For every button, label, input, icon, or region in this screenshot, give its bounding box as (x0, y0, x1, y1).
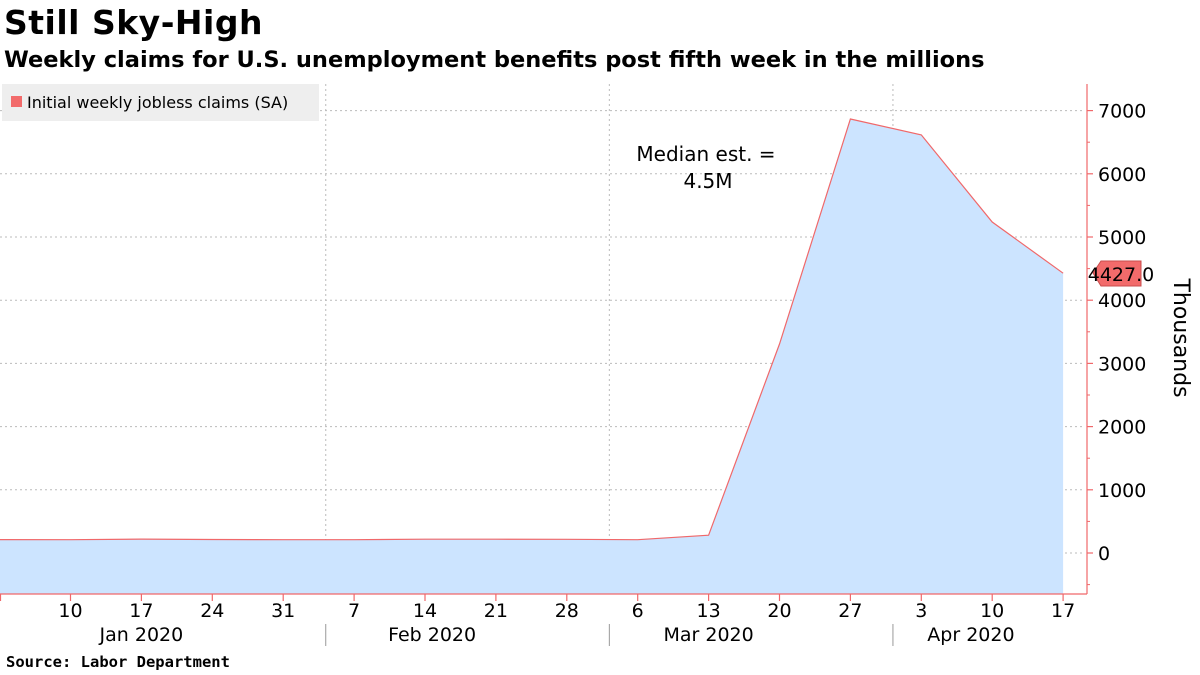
legend-swatch (11, 96, 22, 107)
x-tick-label: 10 (58, 600, 82, 622)
last-value-badge: 4427.0 (1088, 260, 1154, 287)
x-tick-label: 17 (1051, 600, 1075, 622)
y-tick-label: 4000 (1098, 290, 1146, 312)
series-area (0, 119, 1064, 594)
y-tick-label: 1000 (1098, 480, 1146, 502)
month-label: Jan 2020 (99, 624, 184, 646)
y-tick-label: 7000 (1098, 101, 1146, 123)
annotation: Median est. = 4.5M (636, 142, 775, 193)
legend-label: Initial weekly jobless claims (SA) (27, 93, 288, 112)
x-tick-label: 27 (838, 600, 862, 622)
month-label: Feb 2020 (388, 624, 476, 646)
x-tick-label: 21 (484, 600, 508, 622)
x-tick-label: 24 (200, 600, 224, 622)
legend-background (2, 84, 319, 121)
month-label: Apr 2020 (927, 624, 1014, 646)
chart-subtitle: Weekly claims for U.S. unemployment bene… (4, 47, 985, 73)
plot-area (0, 118, 1064, 594)
y-tick-label: 6000 (1098, 164, 1146, 186)
x-tick-label: 20 (767, 600, 791, 622)
y-tick-label: 3000 (1098, 353, 1146, 375)
last-value-label: 4427.0 (1088, 264, 1154, 286)
x-tick-label: 17 (129, 600, 153, 622)
legend: Initial weekly jobless claims (SA) (2, 84, 319, 121)
x-tick-label: 7 (348, 600, 360, 622)
y-axis-title: Thousands (1168, 277, 1193, 397)
y-tick-label: 2000 (1098, 417, 1146, 439)
x-tick-label: 6 (632, 600, 644, 622)
month-label: Mar 2020 (663, 624, 753, 646)
y-tick-label: 5000 (1098, 227, 1146, 249)
series-line (0, 118, 1064, 541)
annotation-line-1: Median est. = (636, 142, 775, 166)
x-tick-label: 3 (915, 600, 927, 622)
chart-title: Still Sky-High (4, 3, 263, 42)
source-note: Source: Labor Department (6, 653, 230, 671)
x-tick-label: 14 (413, 600, 437, 622)
x-tick-label: 10 (980, 600, 1004, 622)
x-tick-label: 28 (555, 600, 579, 622)
annotation-line-2: 4.5M (683, 169, 732, 193)
x-tick-label: 13 (697, 600, 721, 622)
x-tick-label: 31 (271, 600, 295, 622)
y-tick-label: 0 (1098, 543, 1110, 565)
last-value-badge-shape (1092, 260, 1142, 287)
